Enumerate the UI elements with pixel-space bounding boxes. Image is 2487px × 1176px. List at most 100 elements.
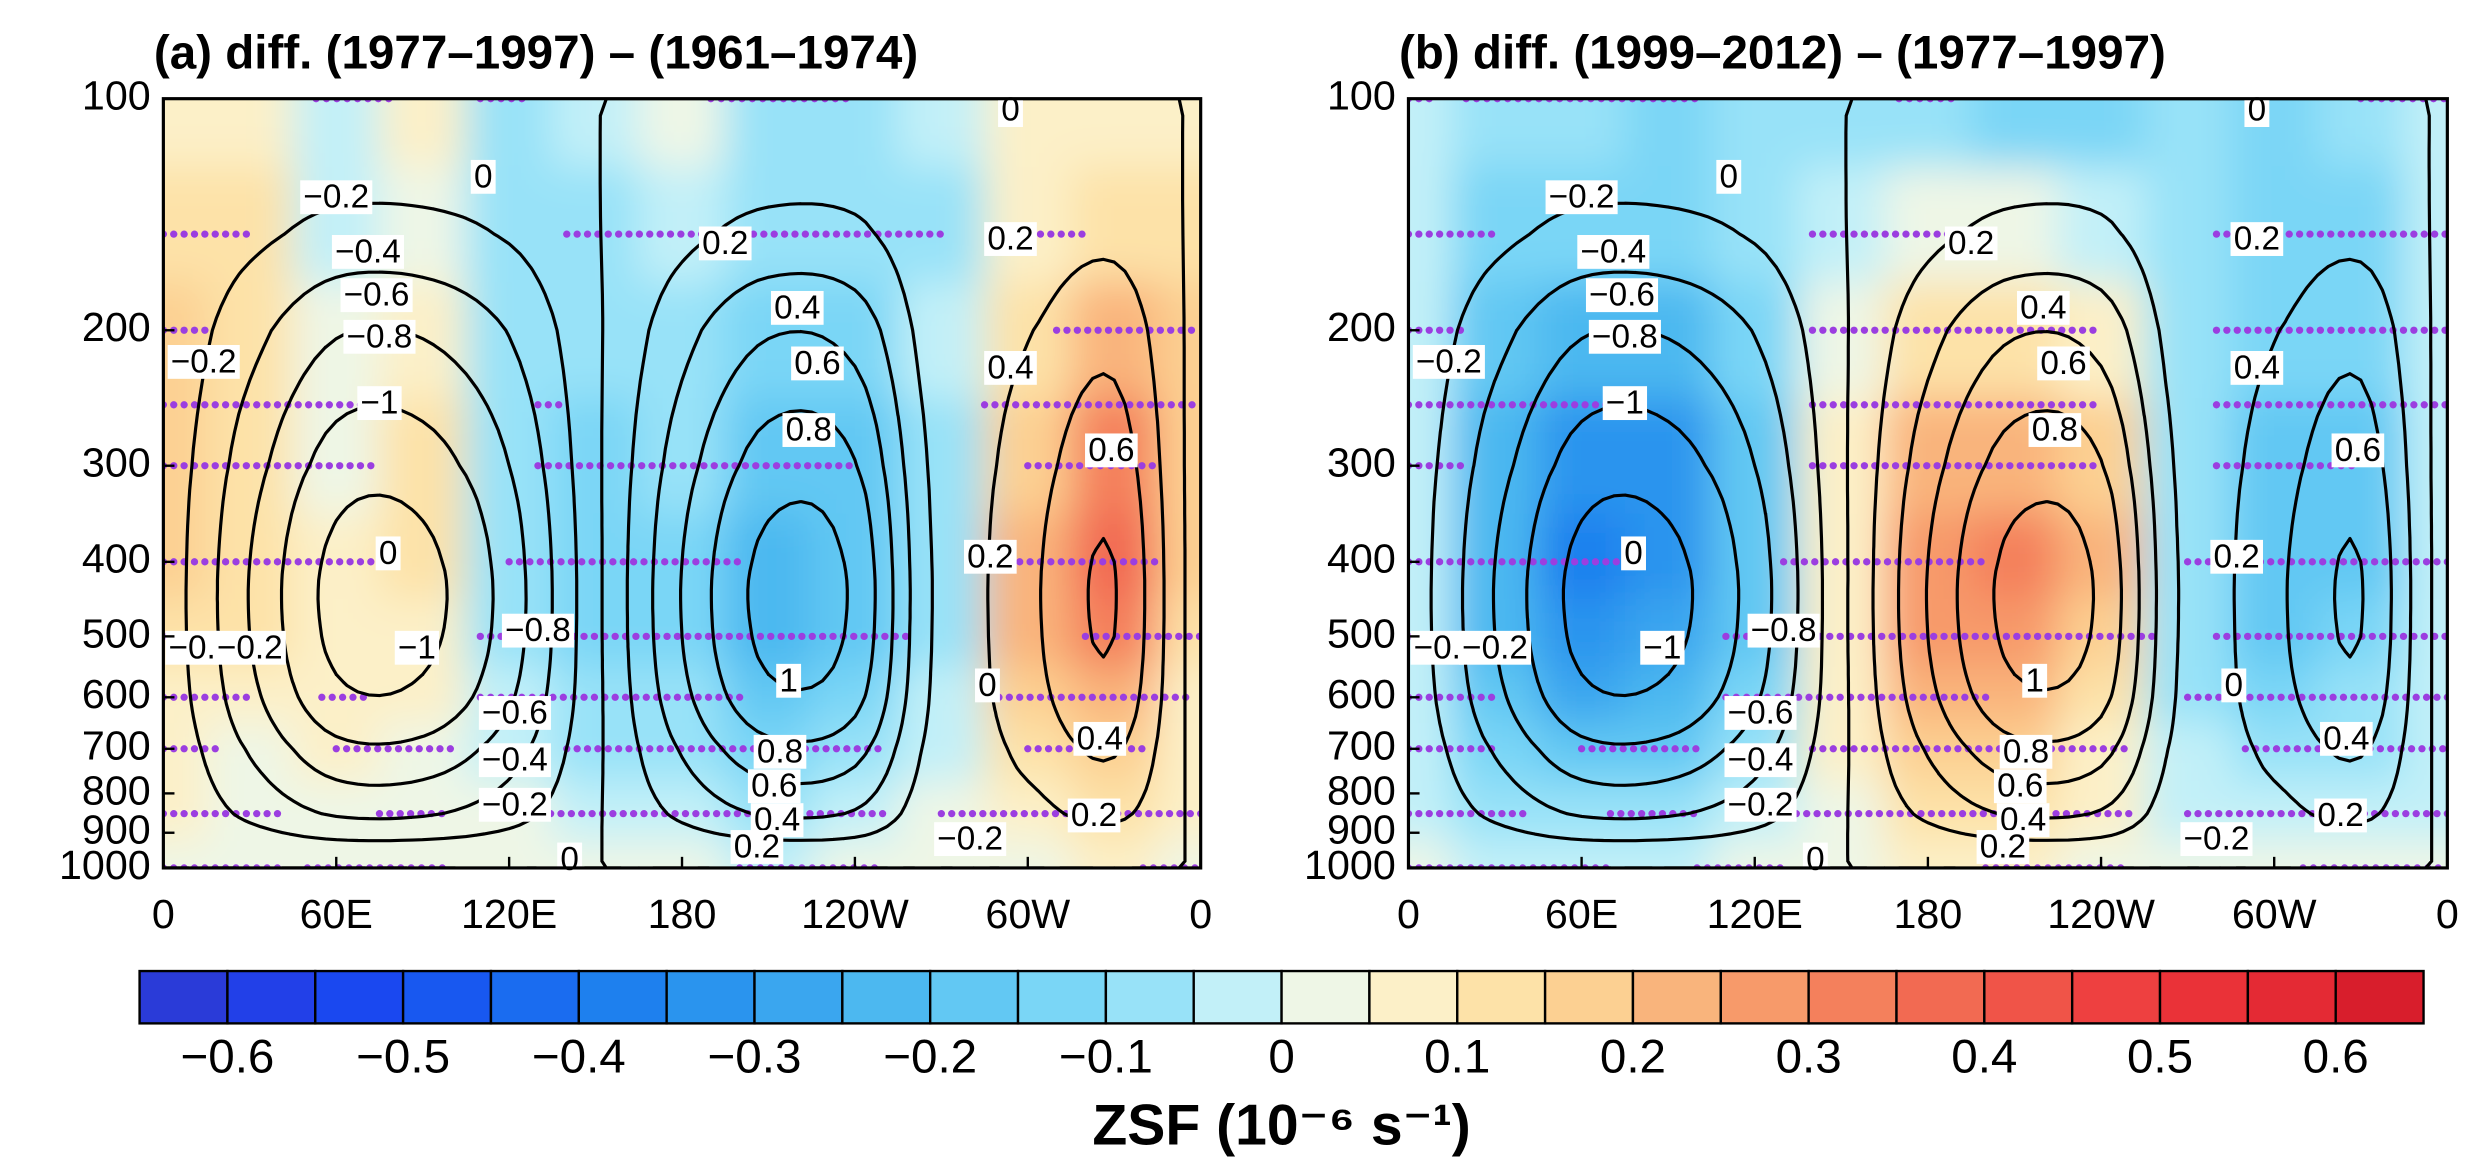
- stipple-dot: [2379, 326, 2387, 334]
- stipple-dot: [2410, 230, 2418, 238]
- stipple-dot: [384, 745, 392, 753]
- stipple-dot: [1891, 230, 1900, 238]
- stipple-dot: [723, 558, 731, 566]
- x-tick-label: 60W: [985, 891, 1070, 937]
- contour-label: 0.6: [2335, 432, 2381, 469]
- contour-label: 0: [1806, 841, 1825, 878]
- stipple-dot: [1146, 401, 1155, 409]
- stipple-dot: [1902, 230, 1910, 238]
- stipple-dot: [1487, 693, 1496, 701]
- stipple-dot: [1909, 632, 1917, 641]
- contour-line: [1924, 329, 2365, 786]
- stipple-dot: [211, 462, 219, 470]
- shading-cell: [1408, 397, 1453, 515]
- shading-cell: [2057, 723, 2146, 783]
- stipple-dot: [1467, 230, 1475, 238]
- contour-label-bg: [167, 344, 240, 379]
- contour-line: [163, 98, 1187, 868]
- stipple-dot: [611, 632, 619, 641]
- stipple-dot: [1415, 401, 1423, 409]
- stipple-dot: [663, 632, 671, 641]
- stipple-dot: [1819, 401, 1827, 409]
- stipple-dot: [793, 462, 801, 470]
- shading-cell: [984, 723, 1072, 783]
- stipple-dot: [1435, 401, 1444, 409]
- contour-label: 0.8: [2003, 733, 2049, 770]
- stipple-dot: [2089, 401, 2097, 409]
- y-tick-label: 200: [1327, 304, 1396, 350]
- contour-label-bg: [1588, 319, 1661, 354]
- stipple-dot: [1981, 693, 1990, 701]
- stipple-dot: [1446, 230, 1454, 238]
- stipple-dot: [201, 401, 209, 409]
- contour-label: −0.6: [1589, 277, 1655, 314]
- stipple-dot: [2358, 326, 2366, 334]
- stipple-dot: [201, 326, 209, 334]
- stipple-dot: [814, 462, 822, 470]
- stipple-dot: [2212, 462, 2221, 470]
- stipple-dot: [958, 810, 966, 818]
- stipple-dot: [1084, 401, 1092, 409]
- x-tick-label: 120E: [1707, 891, 1803, 937]
- stipple-dot: [650, 810, 659, 818]
- contour-label: 0.2: [967, 538, 1013, 575]
- stipple-dot: [1912, 401, 1921, 409]
- stipple-dot: [1839, 401, 1848, 409]
- contour-label-bg: [934, 822, 1007, 857]
- stipple-dot: [190, 558, 199, 566]
- stipple-dot: [1051, 810, 1060, 818]
- contour-label: 0: [1624, 535, 1643, 572]
- stipple-dot: [201, 693, 209, 701]
- stipple-dot: [989, 810, 997, 818]
- stipple-dot: [221, 401, 230, 409]
- stipple-dot: [2422, 558, 2431, 566]
- shading-cell: [552, 282, 640, 399]
- stipple-dot: [2287, 693, 2296, 701]
- stipple-dot: [1860, 230, 1869, 238]
- stipple-dot: [1047, 230, 1055, 238]
- shading-cell: [1157, 397, 1201, 515]
- contour-label: −0.: [1414, 629, 1461, 666]
- stipple-dot: [2254, 401, 2262, 409]
- stipple-dot: [1078, 558, 1086, 566]
- y-tick-label: 600: [1327, 671, 1396, 717]
- stipple-dot: [1681, 745, 1690, 753]
- stipple-dot: [526, 558, 534, 566]
- stipple-dot: [1650, 745, 1658, 753]
- stipple-dot: [221, 230, 230, 238]
- stipple-dot: [2016, 462, 2024, 470]
- stipple-dot: [273, 558, 282, 566]
- shading-cell: [2144, 397, 2232, 515]
- stipple-dot: [2235, 810, 2244, 818]
- stipple-dot: [2223, 230, 2231, 238]
- stipple-dot: [534, 462, 542, 470]
- stipple-dot: [697, 745, 706, 753]
- stipple-dot: [557, 558, 565, 566]
- colorbar-box: [928, 969, 1020, 1025]
- stipple-dot: [1609, 745, 1617, 753]
- stipple-dot: [1826, 632, 1834, 641]
- contour-line: [1871, 202, 2413, 842]
- stipple-dot: [180, 326, 188, 334]
- stipple-dot: [1104, 326, 1113, 334]
- stipple-dot: [2256, 693, 2264, 701]
- stipple-dot: [1975, 462, 1983, 470]
- stipple-dot: [1888, 632, 1896, 641]
- shading-cell: [1798, 282, 1886, 399]
- stipple-dot: [1886, 810, 1894, 818]
- stipple-dot: [936, 230, 944, 238]
- shading-cell: [2404, 723, 2448, 783]
- x-tick-label: 120E: [461, 891, 557, 937]
- shading-cell: [898, 282, 986, 399]
- stipple-dot: [1606, 810, 1615, 818]
- stipple-dot: [1961, 632, 1969, 641]
- contour-label: 0.4: [774, 289, 820, 326]
- stipple-dot: [1041, 810, 1049, 818]
- shading-cell: [2404, 397, 2448, 515]
- stipple-dot: [1109, 693, 1117, 701]
- stipple-dot: [1602, 558, 1610, 566]
- stipple-dot: [2327, 230, 2335, 238]
- contour-label: 0.4: [2323, 720, 2369, 757]
- stipple-dot: [1154, 632, 1162, 641]
- stipple-dot: [832, 230, 841, 238]
